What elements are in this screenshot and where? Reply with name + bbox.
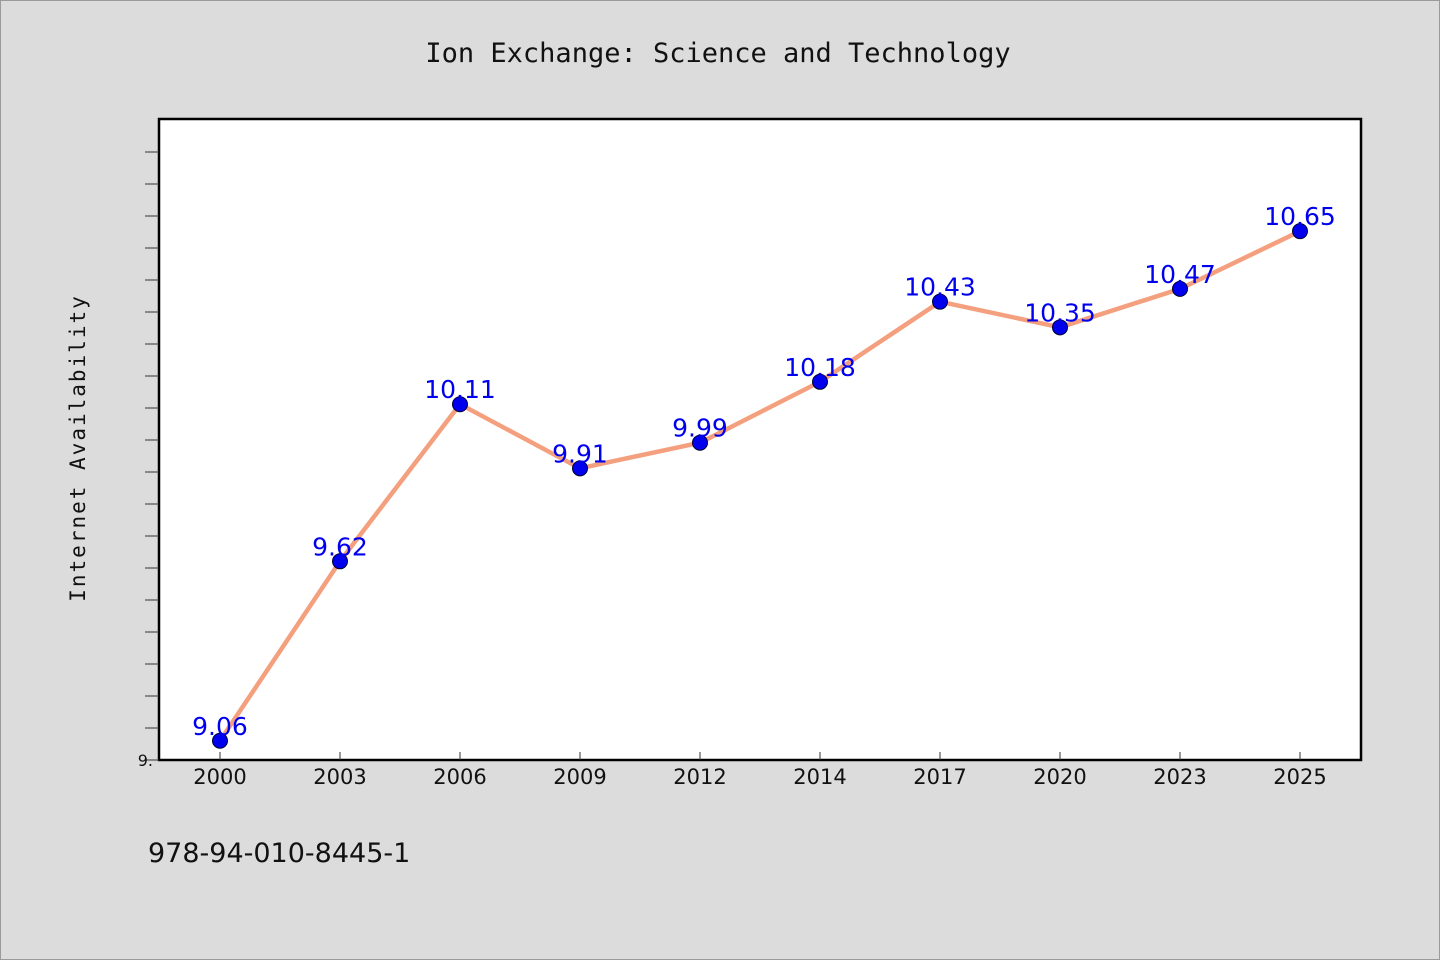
data-point <box>212 732 228 749</box>
x-tick-label: 2025 <box>1273 765 1326 789</box>
data-label: 9.62 <box>312 532 368 561</box>
plot-area <box>157 117 1363 762</box>
data-label: 9.99 <box>672 414 728 443</box>
x-tick-label: 2003 <box>313 765 366 789</box>
data-label: 10.43 <box>904 273 976 302</box>
data-label: 9.91 <box>552 439 608 468</box>
x-tick-label: 2012 <box>673 765 726 789</box>
data-point <box>812 373 828 390</box>
x-tick-label: 2020 <box>1033 765 1086 789</box>
series-marks: 9.06 9.62 10.11 9.91 9.99 10.18 10.43 10.35 10.4… <box>192 202 1336 749</box>
data-point <box>452 396 468 413</box>
x-tick-label: 2009 <box>553 765 606 789</box>
x-tick-label: 2000 <box>193 765 246 789</box>
data-point <box>572 460 588 477</box>
x-tick-label: 2006 <box>433 765 486 789</box>
data-point <box>332 553 348 570</box>
x-tick-label: 2014 <box>793 765 846 789</box>
data-label: 10.47 <box>1144 260 1216 289</box>
data-point <box>932 293 948 310</box>
x-axis-ticks: 2000 2003 2006 2009 2012 2014 2017 2020 2023 2025 <box>193 752 1327 789</box>
data-label: 10.65 <box>1264 202 1336 231</box>
data-point <box>692 434 708 451</box>
y-axis-ticks: 9. <box>138 151 159 770</box>
isbn-text: 978-94-010-8445-1 <box>148 838 410 869</box>
data-point <box>1052 319 1068 336</box>
data-label: 10.11 <box>424 375 496 404</box>
data-label: 10.18 <box>784 353 856 382</box>
y-axis-label: Internet Availability <box>66 294 90 602</box>
x-tick-label: 2017 <box>913 765 966 789</box>
chart-title: Ion Exchange: Science and Technology <box>425 38 1010 69</box>
data-label: 10.35 <box>1024 298 1096 327</box>
series-line <box>218 229 1301 743</box>
x-tick-label: 2023 <box>1153 765 1206 789</box>
data-point <box>1292 223 1308 240</box>
data-label: 9.06 <box>192 712 248 741</box>
y-tick-label: 9. <box>138 751 153 770</box>
data-point <box>1172 280 1188 297</box>
